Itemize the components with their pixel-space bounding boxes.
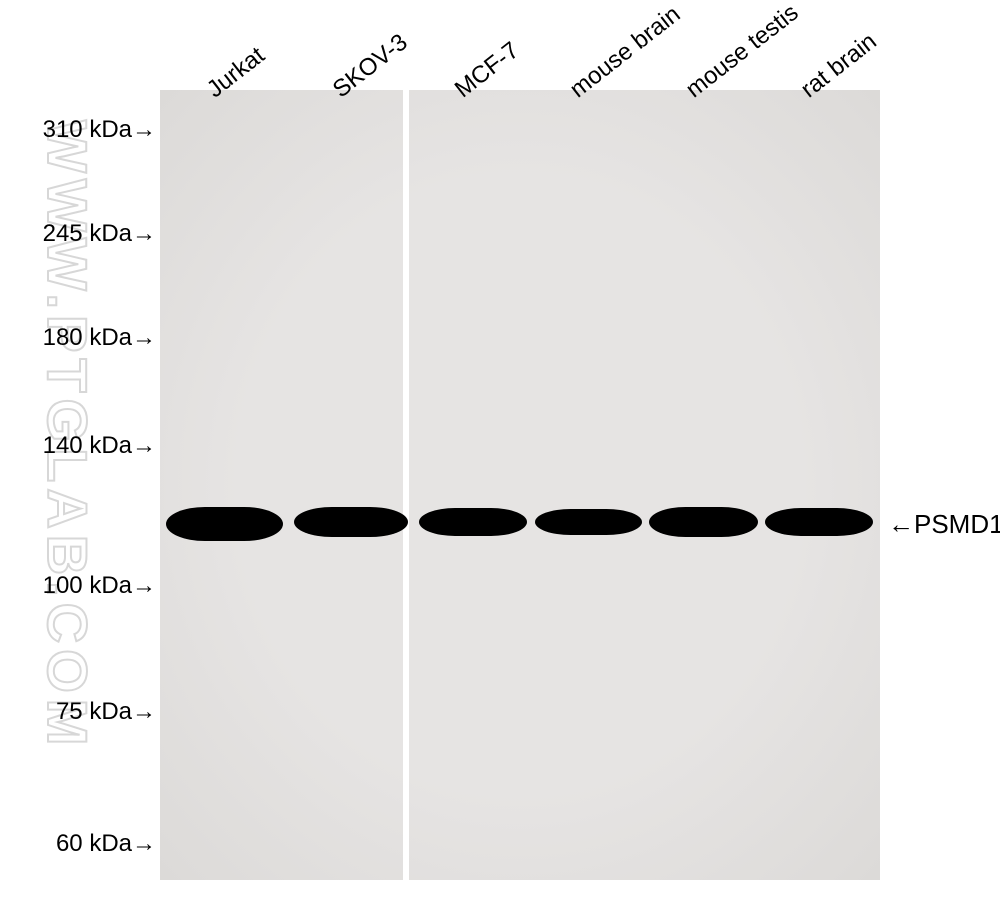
marker-label: 140 kDa→ bbox=[43, 432, 156, 460]
marker-label: 180 kDa→ bbox=[43, 324, 156, 352]
marker-label: 75 kDa→ bbox=[56, 698, 156, 726]
lane-label: mouse brain bbox=[565, 1, 686, 104]
western-blot-figure: WWW.PTGLAB.COM JurkatSKOV-3MCF-7mouse br… bbox=[0, 0, 1000, 903]
band bbox=[649, 507, 758, 537]
target-name: PSMD1 bbox=[914, 509, 1000, 539]
marker-label: 245 kDa→ bbox=[43, 220, 156, 248]
marker-label: 60 kDa→ bbox=[56, 830, 156, 858]
marker-label: 310 kDa→ bbox=[43, 116, 156, 144]
lane-label: mouse testis bbox=[680, 0, 803, 104]
band bbox=[294, 507, 408, 537]
band bbox=[765, 508, 873, 536]
band bbox=[535, 509, 642, 535]
marker-label: 100 kDa→ bbox=[43, 572, 156, 600]
blot-background bbox=[160, 90, 880, 880]
target-arrow: ← bbox=[888, 509, 914, 539]
band bbox=[166, 507, 283, 541]
target-label: ←PSMD1 bbox=[888, 509, 1000, 540]
blot-membrane bbox=[160, 90, 880, 880]
lane-group-separator bbox=[403, 90, 409, 880]
band bbox=[419, 508, 527, 536]
